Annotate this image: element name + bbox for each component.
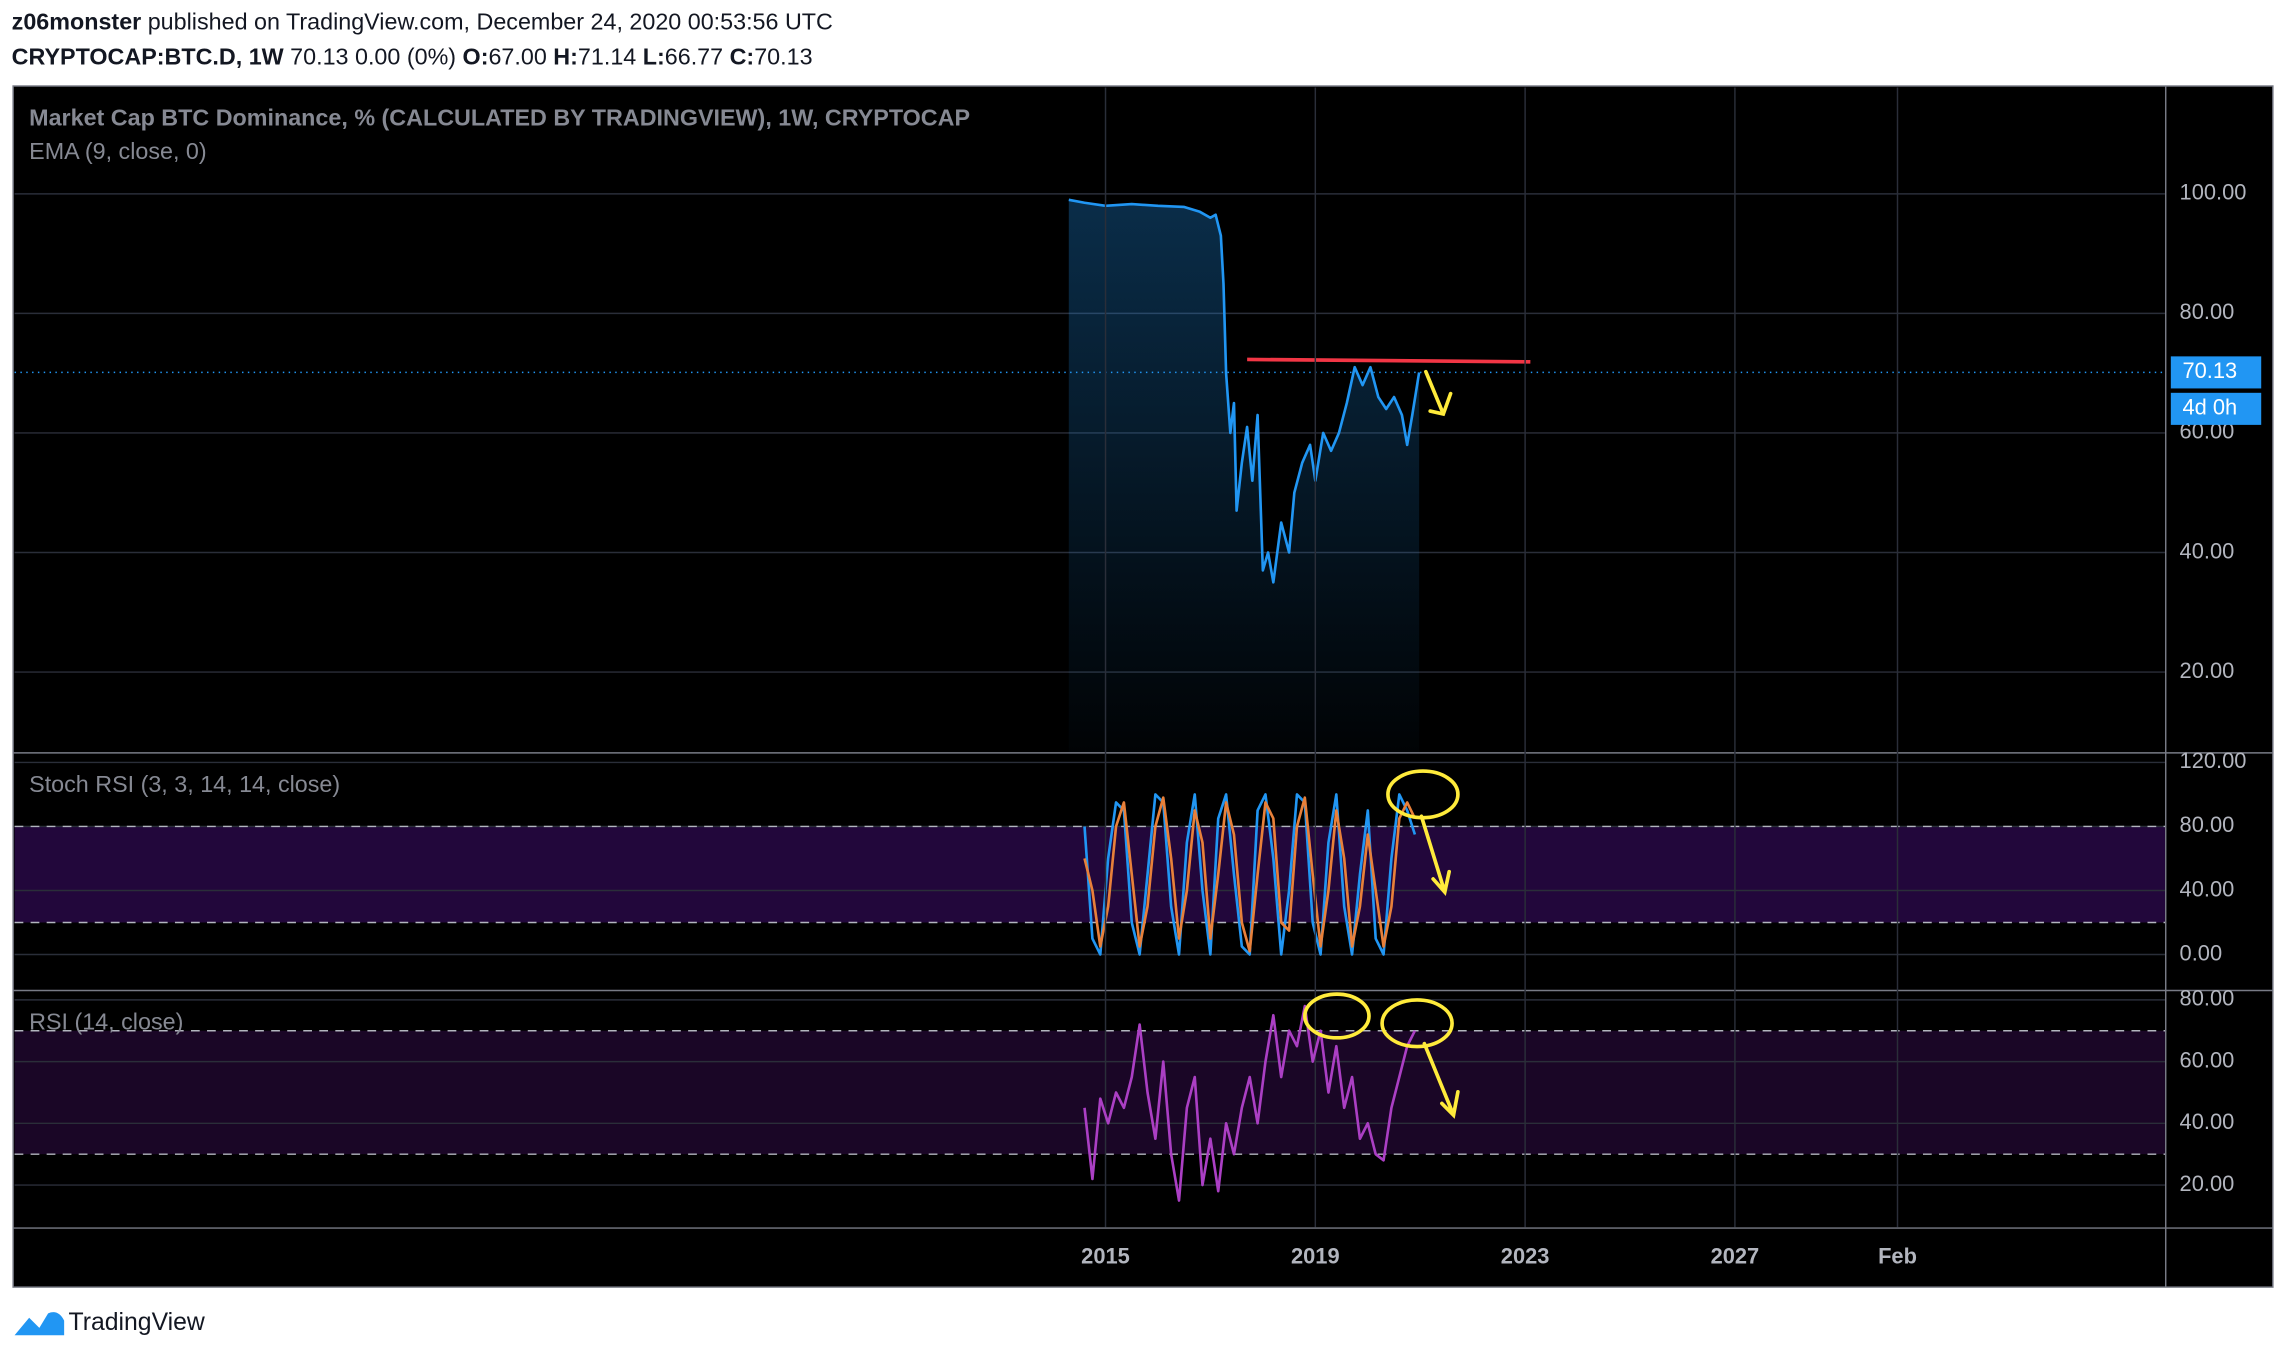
annotations bbox=[1303, 369, 1460, 1119]
line bbox=[1083, 1004, 1417, 1202]
ohlc-value: 67.00 bbox=[488, 43, 546, 69]
countdown-tag bbox=[2170, 392, 2262, 425]
symbol: CRYPTOCAP:BTC.D, 1W bbox=[12, 43, 284, 69]
y-tick-label: 20.00 bbox=[2180, 658, 2235, 683]
y-tick-label: 40.00 bbox=[2180, 1109, 2235, 1134]
line bbox=[1083, 796, 1417, 953]
panel-title: Market Cap BTC Dominance, % (CALCULATED … bbox=[29, 105, 970, 131]
ohlc-value: 70.13 bbox=[754, 43, 812, 69]
plot: 20.00 40.00 60.00 80.00 100.00 Market Cap BTC… bbox=[13, 86, 2273, 1288]
x-tick-label: Feb bbox=[1878, 1244, 1917, 1269]
x-tick-label: 2027 bbox=[1711, 1244, 1760, 1269]
ohlc-label: L: bbox=[643, 43, 665, 69]
band-fill bbox=[14, 1030, 2165, 1155]
last-value-tag bbox=[2170, 356, 2262, 389]
line bbox=[1068, 198, 1421, 584]
y-tick-label: 80.00 bbox=[2180, 986, 2235, 1011]
y-tick-label: 80.00 bbox=[2180, 812, 2235, 837]
change: 70.13 0.00 (0%) bbox=[290, 43, 456, 69]
ohlc-label: H: bbox=[553, 43, 578, 69]
logo: TradingView bbox=[14, 1309, 205, 1336]
publish-line: z06monster published on TradingView.com,… bbox=[12, 8, 833, 34]
panel-title: Stoch RSI (3, 3, 14, 14, close) bbox=[29, 771, 340, 797]
x-tick-label: 2019 bbox=[1291, 1244, 1340, 1269]
ohlc-value: 71.14 bbox=[578, 43, 636, 69]
x-tick-label: 2015 bbox=[1081, 1244, 1130, 1269]
logo-icon bbox=[14, 1312, 65, 1336]
ohlc-label: C: bbox=[730, 43, 755, 69]
arrow bbox=[1422, 1041, 1460, 1119]
panel-title: RSI (14, close) bbox=[29, 1008, 183, 1034]
y-tick-label: 40.00 bbox=[2180, 876, 2235, 901]
ohlc-label: O: bbox=[463, 43, 489, 69]
ohlc-value: 66.77 bbox=[665, 43, 723, 69]
y-tick-label: 60.00 bbox=[2180, 1047, 2235, 1072]
brand: TradingView bbox=[69, 1309, 205, 1336]
trendline bbox=[1247, 357, 1531, 364]
panel-subtitle: EMA (9, close, 0) bbox=[29, 138, 207, 164]
x-tick-label: 2023 bbox=[1501, 1244, 1550, 1269]
line bbox=[1083, 793, 1417, 956]
arrow bbox=[1424, 369, 1453, 417]
author: z06monster bbox=[12, 8, 142, 34]
symbol-line: CRYPTOCAP:BTC.D, 1W 70.13 0.00 (0%) O:67… bbox=[12, 43, 813, 69]
y-tick-label: 20.00 bbox=[2180, 1171, 2235, 1196]
y-tick-label: 0.00 bbox=[2180, 940, 2223, 965]
arrow bbox=[1419, 814, 1451, 896]
y-tick-label: 120.00 bbox=[2180, 748, 2247, 773]
area bbox=[1068, 199, 1420, 753]
published: published on TradingView.com, December 2… bbox=[148, 8, 833, 34]
last-value-label: 70.13 bbox=[2182, 358, 2237, 383]
circle bbox=[1303, 992, 1371, 1040]
y-tick-label: 80.00 bbox=[2180, 299, 2235, 324]
y-tick-label: 100.00 bbox=[2180, 180, 2247, 205]
y-tick-label: 40.00 bbox=[2180, 538, 2235, 563]
countdown-label: 4d 0h bbox=[2182, 395, 2237, 420]
circle bbox=[1380, 998, 1454, 1049]
